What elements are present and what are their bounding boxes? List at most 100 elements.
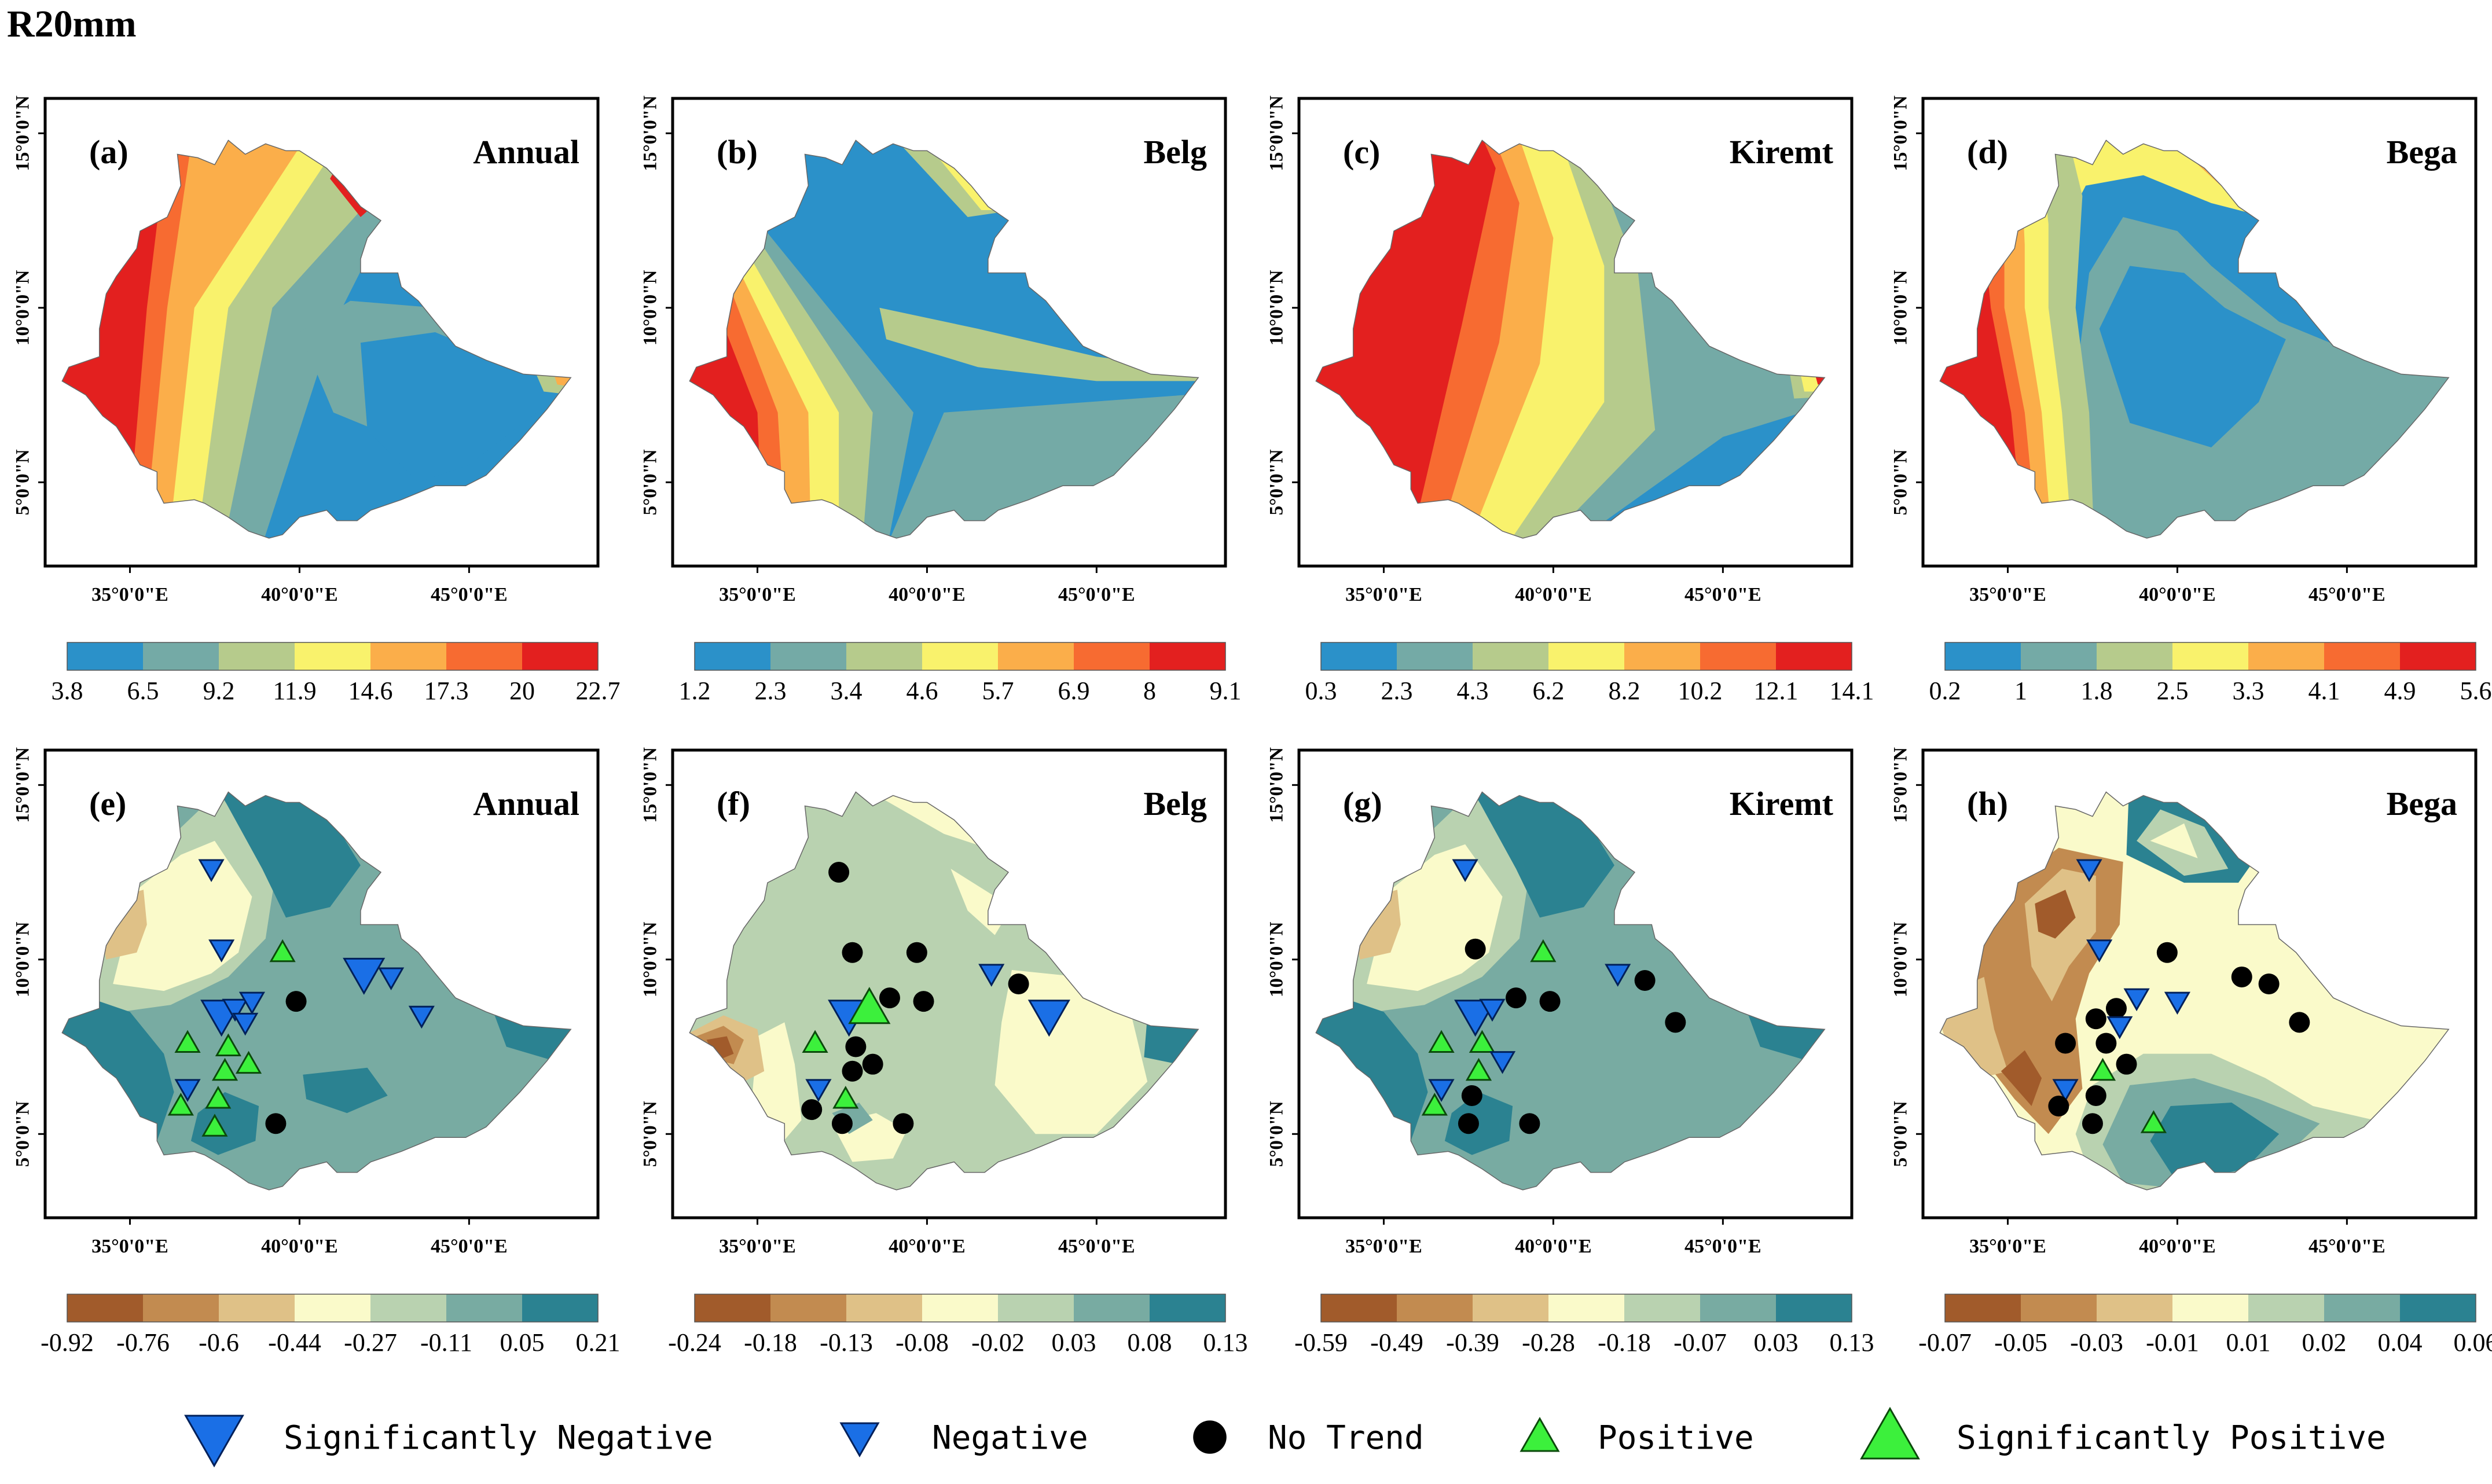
colorbar-swatch — [2248, 642, 2325, 670]
colorbar-swatch — [1150, 642, 1226, 670]
page-title: R20mm — [7, 3, 137, 45]
colorbar-tick-label: -0.44 — [268, 1328, 321, 1357]
station-no-trend — [1465, 938, 1486, 960]
colorbar-swatch — [846, 642, 923, 670]
colorbar-tick-label: 0.13 — [1203, 1328, 1248, 1357]
field-zone — [879, 307, 1199, 381]
colorbar-frame — [1944, 1294, 2476, 1323]
map-field-f — [689, 792, 1199, 1190]
colorbar-tick-label: -0.24 — [668, 1328, 721, 1357]
colorbar-tick-label: 14.6 — [348, 677, 393, 705]
station-no-trend — [842, 1060, 863, 1082]
legend-symbol-sig-pos — [1860, 1406, 1920, 1460]
country-outline — [689, 139, 1199, 539]
colorbar-tick-label: -0.18 — [1598, 1328, 1651, 1357]
station-negative — [1605, 964, 1631, 987]
panel-season: Bega — [2387, 785, 2457, 822]
colorbar-b: 1.2 2.3 3.4 4.6 5.7 6.9 8 9.1 — [679, 642, 1242, 705]
station-sig-positive — [848, 987, 891, 1024]
colorbar-swatch — [1473, 1294, 1549, 1322]
legend-label: No Trend — [1268, 1419, 1424, 1457]
colorbar-tick-label: 3.3 — [2233, 677, 2265, 705]
lon-label: 45°0'0"E — [1684, 584, 1761, 605]
field-zone — [1471, 792, 1614, 918]
panel-season: Annual — [473, 785, 579, 822]
station-no-trend — [2258, 974, 2280, 994]
colorbar-tick-label: 9.2 — [203, 677, 235, 705]
panel-season: Belg — [1143, 785, 1207, 822]
station-no-trend — [2095, 1033, 2117, 1054]
station-markers — [167, 859, 435, 1137]
colorbar-swatch — [2400, 1294, 2476, 1322]
colorbar-swatch — [1321, 1294, 1397, 1322]
colorbar-frame — [1944, 642, 2476, 671]
lon-label: 35°0'0"E — [1969, 1236, 2046, 1257]
lon-label: 35°0'0"E — [91, 1236, 168, 1257]
colorbar-tick-label: 0.13 — [1830, 1328, 1874, 1357]
station-no-trend — [1505, 987, 1526, 1009]
station-no-trend — [1458, 1113, 1479, 1134]
colorbar-a: 3.8 6.5 9.2 11.9 14.6 17.3 20 22.7 — [52, 642, 621, 705]
lat-label: 10°0'0"N — [1891, 270, 1911, 346]
colorbar-tick-label: 2.5 — [2157, 677, 2189, 705]
station-no-trend — [862, 1053, 883, 1075]
colorbar-tick-label: 8 — [1143, 677, 1156, 705]
colorbar-tick-label: -0.07 — [1673, 1328, 1727, 1357]
colorbar-tick-label: 0.05 — [500, 1328, 545, 1357]
colorbar-tick-label: -0.59 — [1294, 1328, 1348, 1357]
colorbar-tick-label: 2.3 — [1381, 677, 1413, 705]
colorbar-tick-label: -0.02 — [971, 1328, 1025, 1357]
station-markers — [1421, 859, 1686, 1134]
colorbar-swatch — [1945, 1294, 2021, 1322]
colorbar-tick-label: 8.2 — [1609, 677, 1640, 705]
lat-label: 10°0'0"N — [640, 270, 661, 346]
colorbar-h: -0.07 -0.05 -0.03 -0.01 0.01 0.02 0.04 0.06 — [1918, 1294, 2492, 1357]
colorbar-tick-label: -0.6 — [199, 1328, 239, 1357]
colorbar-swatch — [1776, 1294, 1852, 1322]
station-negative — [1452, 859, 1478, 883]
lat-label: 15°0'0"N — [1891, 747, 1911, 823]
colorbar-swatch — [522, 1294, 599, 1322]
panel-label: (h) — [1967, 785, 2008, 822]
colorbar-tick-label: -0.39 — [1446, 1328, 1499, 1357]
station-negative — [2052, 1079, 2079, 1102]
station-positive — [201, 1114, 228, 1137]
map-panel-f: 15°0'0"N 10°0'0"N 5°0'0"N 35°0'0"E 40°0'0"E 4… — [640, 747, 1227, 1257]
colorbar-tick-label: -0.27 — [344, 1328, 397, 1357]
lon-label: 45°0'0"E — [1058, 584, 1135, 605]
station-negative — [2076, 859, 2102, 883]
colorbar-tick-label: 0.06 — [2454, 1328, 2492, 1357]
lon-label: 35°0'0"E — [91, 584, 168, 605]
station-no-trend — [1665, 1012, 1686, 1033]
station-markers — [2048, 859, 2310, 1134]
field-band — [689, 391, 1199, 538]
map-frame — [43, 97, 600, 568]
field-zone — [218, 792, 361, 918]
station-no-trend — [1519, 1113, 1540, 1134]
colorbar-d: 0.2 1 1.8 2.5 3.3 4.1 4.9 5.6 — [1929, 642, 2492, 705]
colorbar-swatch — [219, 642, 295, 670]
colorbar-tick-label: 1 — [2014, 677, 2027, 705]
colorbar-tick-label: -0.01 — [2146, 1328, 2199, 1357]
station-positive — [1428, 1030, 1455, 1053]
colorbar-swatch — [219, 1294, 295, 1322]
station-no-trend — [2231, 966, 2252, 987]
country-outline — [1315, 139, 1826, 539]
colorbar-tick-label: 1.2 — [679, 677, 711, 705]
colorbar-tick-label: 11.9 — [273, 677, 316, 705]
map-panel-e: 15°0'0"N 10°0'0"N 5°0'0"N 35°0'0"E 40°0'0"E 4… — [13, 747, 600, 1257]
map-frame — [671, 748, 1227, 1219]
colorbar-swatch — [1150, 1294, 1226, 1322]
panel-label: (a) — [89, 133, 129, 171]
lat-label: 15°0'0"N — [1267, 747, 1287, 823]
colorbar-swatch — [695, 1294, 771, 1322]
station-negative — [408, 1005, 435, 1029]
colorbar-tick-label: 17.3 — [424, 677, 469, 705]
colorbar-tick-label: 1.8 — [2081, 677, 2113, 705]
lon-label: 45°0'0"E — [1058, 1236, 1135, 1257]
panel-season: Belg — [1143, 133, 1207, 171]
station-positive — [215, 1033, 241, 1057]
station-no-trend — [1461, 1085, 1482, 1106]
colorbar-g: -0.59 -0.49 -0.39 -0.28 -0.18 -0.07 0.03 0.13 — [1294, 1294, 1874, 1357]
field-zone — [1797, 360, 1825, 392]
